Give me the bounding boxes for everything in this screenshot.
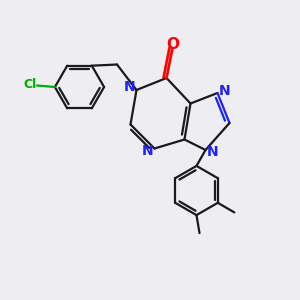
Text: N: N <box>218 84 230 98</box>
Text: N: N <box>207 145 219 158</box>
Text: N: N <box>142 144 154 158</box>
Text: Cl: Cl <box>24 78 37 92</box>
Text: O: O <box>167 37 180 52</box>
Text: N: N <box>124 80 136 94</box>
